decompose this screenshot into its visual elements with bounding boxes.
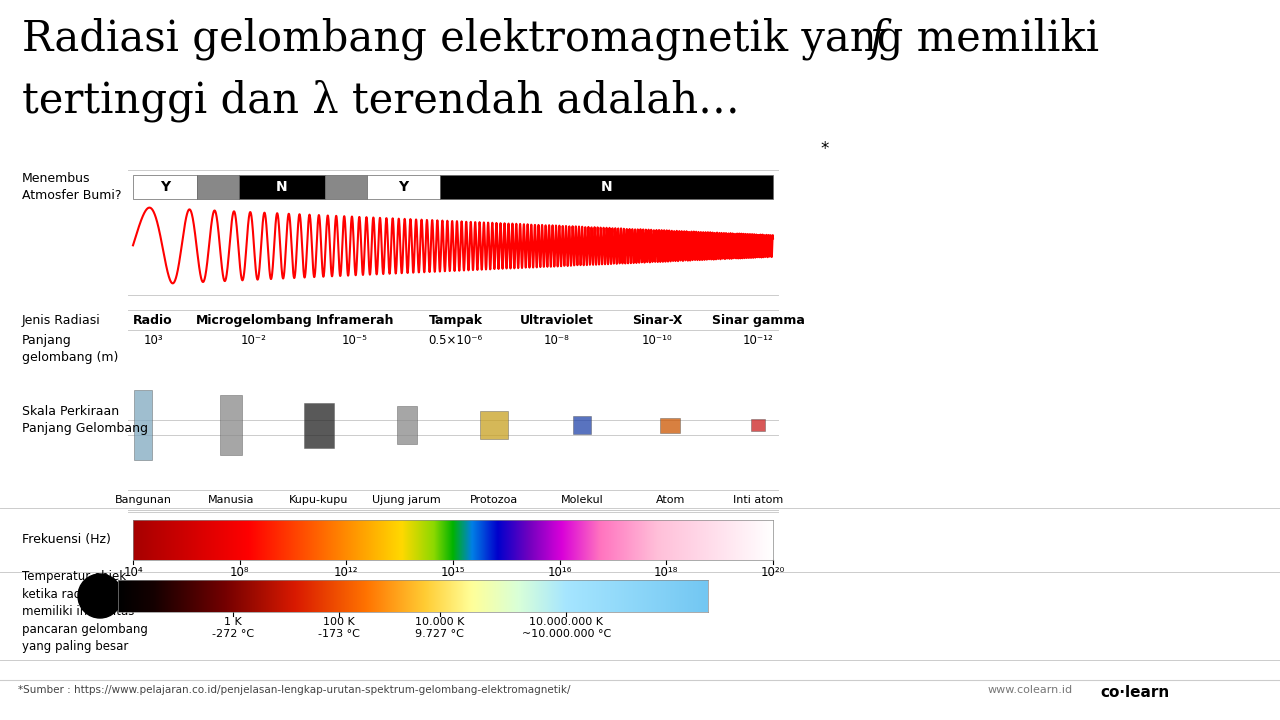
Bar	[325, 175, 366, 199]
Text: Sinar-X: Sinar-X	[632, 314, 682, 327]
Text: Sinar gamma: Sinar gamma	[712, 314, 804, 327]
Text: Menembus
Atmosfer Bumi?: Menembus Atmosfer Bumi?	[22, 172, 122, 202]
Text: co·learn: co·learn	[1100, 685, 1169, 700]
Text: 10⁻¹²: 10⁻¹²	[742, 334, 773, 347]
Text: 10⁻⁸: 10⁻⁸	[544, 334, 570, 347]
Text: 10⁻¹⁰: 10⁻¹⁰	[641, 334, 672, 347]
Text: 10¹⁶: 10¹⁶	[548, 566, 572, 579]
Text: N: N	[276, 180, 288, 194]
Text: 10²⁰: 10²⁰	[760, 566, 785, 579]
Text: N: N	[600, 180, 612, 194]
Text: *: *	[820, 140, 828, 158]
Bar	[440, 175, 773, 199]
Text: Radio: Radio	[133, 314, 173, 327]
Text: 10¹²: 10¹²	[334, 566, 358, 579]
Text: 10¹⁸: 10¹⁸	[654, 566, 678, 579]
Text: f: f	[870, 18, 886, 60]
Bar	[220, 395, 242, 455]
Text: 10⁸: 10⁸	[230, 566, 250, 579]
Text: 100 K
-173 °C: 100 K -173 °C	[319, 617, 360, 639]
Text: www.colearn.id: www.colearn.id	[988, 685, 1073, 695]
Bar	[133, 175, 197, 199]
Text: Frekuensi (Hz): Frekuensi (Hz)	[22, 534, 111, 546]
Text: Microgelombang: Microgelombang	[196, 314, 312, 327]
Text: Panjang
gelombang (m): Panjang gelombang (m)	[22, 334, 118, 364]
Text: Radiasi gelombang elektromagnetik yang memiliki: Radiasi gelombang elektromagnetik yang m…	[22, 18, 1112, 60]
Text: Atom: Atom	[655, 495, 685, 505]
Text: 10.000.000 K
~10.000.000 °C: 10.000.000 K ~10.000.000 °C	[522, 617, 611, 639]
Text: 1 K
-272 °C: 1 K -272 °C	[212, 617, 255, 639]
Text: 10¹⁵: 10¹⁵	[440, 566, 465, 579]
Text: 10⁻²: 10⁻²	[241, 334, 266, 347]
Text: Manusia: Manusia	[207, 495, 255, 505]
Text: Y: Y	[160, 180, 170, 194]
Text: Inframerah: Inframerah	[315, 314, 394, 327]
Text: Protozoa: Protozoa	[470, 495, 518, 505]
Bar	[134, 390, 152, 460]
Text: Inti atom: Inti atom	[733, 495, 783, 505]
Bar	[197, 175, 238, 199]
Bar	[751, 419, 765, 431]
Circle shape	[78, 574, 122, 618]
Text: Molekul: Molekul	[561, 495, 604, 505]
Bar	[397, 406, 416, 444]
Bar	[238, 175, 325, 199]
Bar	[573, 416, 591, 434]
Text: Bangunan: Bangunan	[114, 495, 172, 505]
Bar	[366, 175, 440, 199]
Text: Temperatur objek
ketika radiasi ini
memiliki intensitas
pancaran gelombang
yang : Temperatur objek ketika radiasi ini memi…	[22, 570, 148, 653]
Text: Tampak: Tampak	[429, 314, 483, 327]
Text: 10.000 K
9.727 °C: 10.000 K 9.727 °C	[415, 617, 465, 639]
Text: 10⁴: 10⁴	[123, 566, 143, 579]
Text: Ultraviolet: Ultraviolet	[520, 314, 593, 327]
Text: Y: Y	[398, 180, 408, 194]
Text: 10⁻⁵: 10⁻⁵	[342, 334, 367, 347]
Text: 10³: 10³	[143, 334, 163, 347]
Bar	[303, 402, 334, 448]
Bar	[660, 418, 680, 433]
Text: *Sumber : https://www.pelajaran.co.id/penjelasan-lengkap-urutan-spektrum-gelomba: *Sumber : https://www.pelajaran.co.id/pe…	[18, 685, 571, 695]
Text: tertinggi dan λ terendah adalah…: tertinggi dan λ terendah adalah…	[22, 80, 740, 122]
Text: 0.5×10⁻⁶: 0.5×10⁻⁶	[429, 334, 483, 347]
Text: Ujung jarum: Ujung jarum	[372, 495, 440, 505]
Bar	[480, 411, 508, 439]
Text: Skala Perkiraan
Panjang Gelombang: Skala Perkiraan Panjang Gelombang	[22, 405, 148, 435]
Text: Jenis Radiasi: Jenis Radiasi	[22, 314, 101, 327]
Text: Kupu-kupu: Kupu-kupu	[289, 495, 348, 505]
